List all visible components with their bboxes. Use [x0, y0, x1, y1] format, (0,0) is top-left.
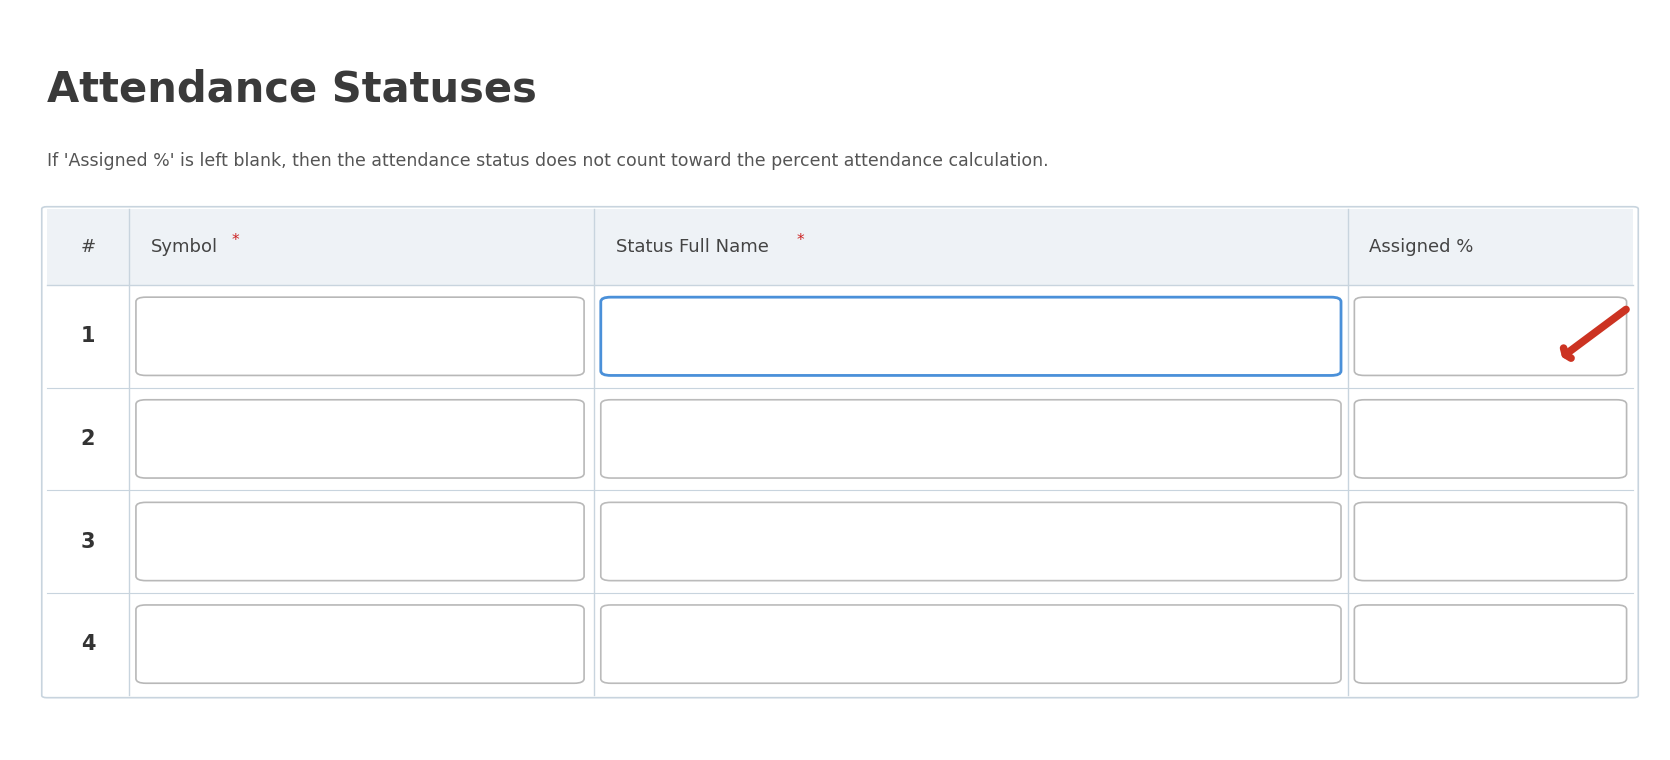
Text: PE: PE — [175, 328, 199, 345]
Text: If 'Assigned %' is left blank, then the attendance status does not count toward : If 'Assigned %' is left blank, then the … — [47, 152, 1049, 170]
Text: T: T — [175, 533, 187, 550]
Text: A: A — [175, 635, 189, 653]
Text: 4: 4 — [80, 634, 95, 654]
Text: Tardy: Tardy — [641, 533, 690, 550]
Text: Status Full Name: Status Full Name — [616, 238, 768, 256]
FancyBboxPatch shape — [1354, 400, 1627, 478]
Text: 3: 3 — [80, 531, 95, 552]
Text: Symbol: Symbol — [150, 238, 219, 256]
FancyBboxPatch shape — [601, 400, 1341, 478]
Text: 80: 80 — [1394, 533, 1418, 550]
Text: 0: 0 — [1394, 635, 1406, 653]
FancyBboxPatch shape — [135, 605, 584, 683]
FancyBboxPatch shape — [601, 297, 1341, 375]
FancyBboxPatch shape — [1354, 297, 1627, 375]
Text: 100: 100 — [1394, 328, 1428, 345]
FancyBboxPatch shape — [601, 502, 1341, 581]
Text: 90: 90 — [1394, 430, 1418, 448]
Text: P: P — [175, 430, 187, 448]
FancyBboxPatch shape — [1354, 502, 1627, 581]
Text: Present and Engaged: Present and Engaged — [641, 328, 833, 345]
FancyBboxPatch shape — [135, 502, 584, 581]
FancyBboxPatch shape — [135, 297, 584, 375]
FancyBboxPatch shape — [135, 400, 584, 478]
FancyBboxPatch shape — [601, 605, 1341, 683]
Text: 1: 1 — [80, 326, 95, 347]
Text: *: * — [797, 233, 803, 249]
Text: Assigned %: Assigned % — [1369, 238, 1473, 256]
Text: Present: Present — [641, 430, 708, 448]
FancyBboxPatch shape — [47, 209, 1633, 285]
Text: 2: 2 — [80, 429, 95, 449]
Text: #: # — [80, 238, 95, 256]
Text: Absent: Absent — [641, 635, 703, 653]
Text: Attendance Statuses: Attendance Statuses — [47, 68, 536, 110]
FancyBboxPatch shape — [1354, 605, 1627, 683]
Text: *: * — [230, 233, 239, 249]
